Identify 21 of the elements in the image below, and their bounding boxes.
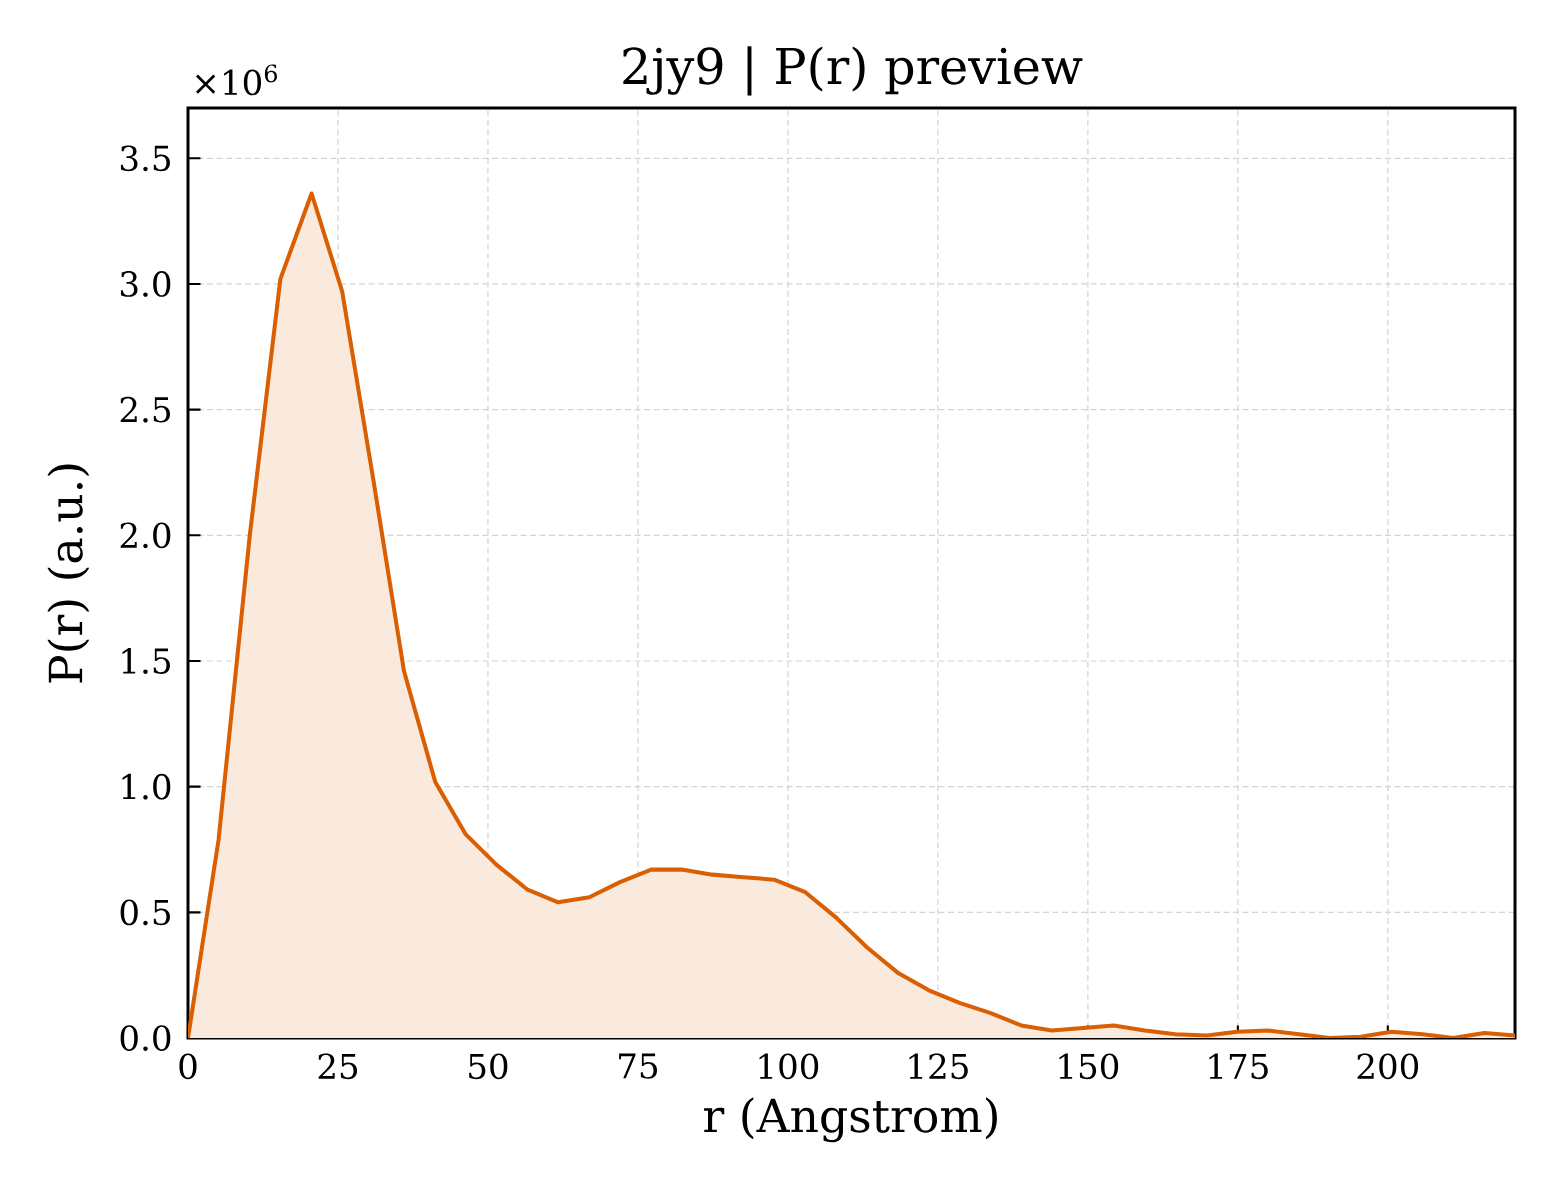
x-tick-label: 25 bbox=[318, 1053, 358, 1080]
chart-title: 2jy9 | P(r) preview bbox=[623, 46, 1083, 96]
y-tick-label: 0.0 bbox=[120, 1025, 171, 1051]
y-tick-label: 0.5 bbox=[120, 899, 170, 926]
x-tick-label: 100 bbox=[759, 1053, 819, 1080]
x-tick-label: 0 bbox=[179, 1053, 197, 1080]
y-tick-label: 3.5 bbox=[120, 145, 170, 172]
y-tick-label: 1.5 bbox=[122, 648, 170, 674]
x-tick-label: 50 bbox=[469, 1053, 508, 1080]
y-tick-label: 3.0 bbox=[120, 271, 171, 297]
y-tick-label: 2.5 bbox=[120, 396, 170, 423]
x-axis-title: r (Angstrom) bbox=[704, 1097, 997, 1143]
x-tick-label: 175 bbox=[1209, 1053, 1268, 1080]
x-tick-label: 75 bbox=[619, 1053, 657, 1079]
text: ×10$^{6}$ bbox=[196, 64, 277, 96]
x-tick-label: 150 bbox=[1059, 1053, 1119, 1080]
y-axis-title: P(r) (a.u.) bbox=[47, 464, 90, 683]
x-tick-label: 125 bbox=[909, 1053, 968, 1080]
x-tick-label: 200 bbox=[1357, 1053, 1419, 1080]
y-tick-label: 2.0 bbox=[120, 522, 171, 549]
y-tick-label: 1.0 bbox=[122, 773, 171, 800]
